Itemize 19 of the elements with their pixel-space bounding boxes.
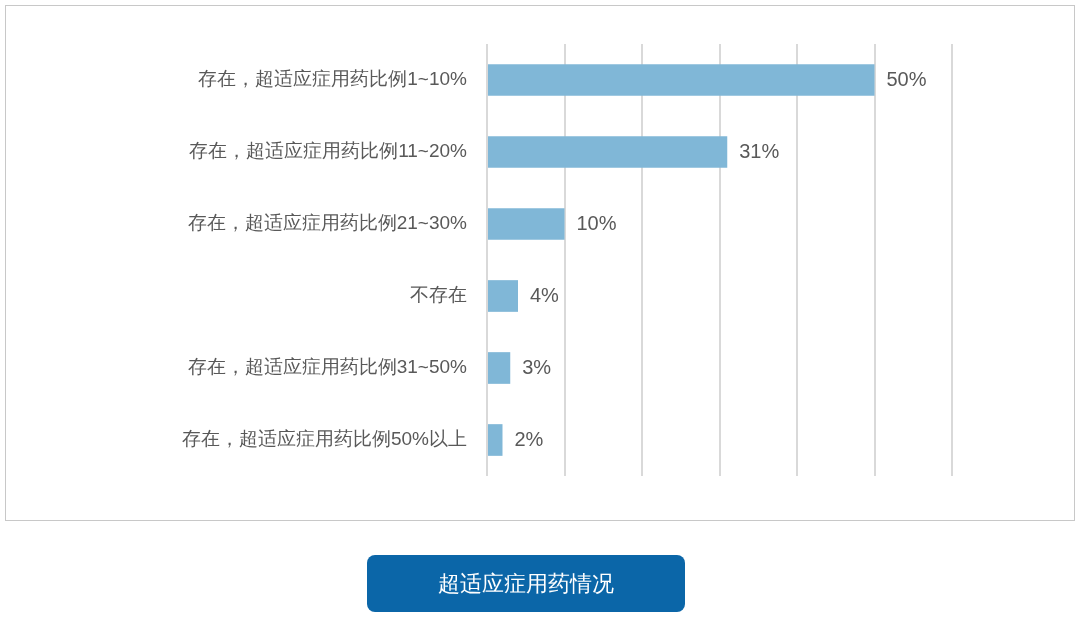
bar bbox=[488, 424, 503, 456]
bar bbox=[488, 280, 518, 312]
bar bbox=[488, 136, 728, 168]
y-tick-label: 存在，超适应症用药比例11~20% bbox=[189, 140, 468, 162]
y-tick-label: 存在，超适应症用药比例21~30% bbox=[187, 212, 468, 234]
data-label: 2% bbox=[514, 427, 544, 450]
y-tick-label: 存在，超适应症用药比例31~50% bbox=[187, 356, 468, 378]
title-banner: 超适应症用药情况 bbox=[367, 555, 685, 612]
y-tick-label: 存在，超适应症用药比例50%以上 bbox=[181, 428, 467, 450]
data-label: 10% bbox=[576, 211, 617, 234]
data-label: 4% bbox=[530, 283, 560, 306]
bar bbox=[488, 352, 511, 384]
data-label: 3% bbox=[522, 355, 552, 378]
bar bbox=[488, 64, 875, 96]
data-label: 50% bbox=[886, 67, 927, 90]
data-label: 31% bbox=[739, 139, 780, 162]
y-tick-label: 存在，超适应症用药比例1~10% bbox=[198, 68, 468, 90]
y-tick-label: 不存在 bbox=[410, 284, 467, 306]
bar bbox=[488, 208, 565, 240]
